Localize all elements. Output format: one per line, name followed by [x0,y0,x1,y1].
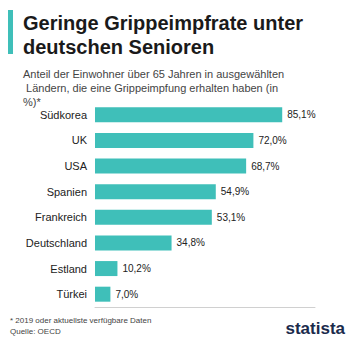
svg-text:Frankreich: Frankreich [35,211,87,223]
svg-text:deutschen Senioren: deutschen Senioren [23,36,214,58]
svg-text:7,0%: 7,0% [115,289,138,300]
svg-text:Deutschland: Deutschland [26,237,87,249]
svg-text:Anteil der Einwohner über 65 J: Anteil der Einwohner über 65 Jahren in a… [23,68,284,80]
svg-text:10,2%: 10,2% [122,263,150,274]
svg-text:34,8%: 34,8% [177,237,205,248]
svg-text:Ländern, die eine Grippeimpfun: Ländern, die eine Grippeimpfung erhalten… [23,82,281,94]
svg-text:%)*: %)* [23,96,41,108]
svg-text:Türkei: Türkei [56,288,87,300]
svg-text:54,9%: 54,9% [221,186,249,197]
svg-text:72,0%: 72,0% [258,135,286,146]
svg-text:* 2019 oder aktuellste verfügb: * 2019 oder aktuellste verfügbare Daten [10,316,151,325]
svg-text:UK: UK [72,134,88,146]
svg-text:53,1%: 53,1% [217,212,245,223]
svg-text:Estland: Estland [50,263,87,275]
svg-text:Spanien: Spanien [47,186,87,198]
svg-text:USA: USA [64,160,87,172]
svg-text:Südkorea: Südkorea [40,109,88,121]
svg-text:statista: statista [285,319,345,338]
svg-text:68,7%: 68,7% [251,161,279,172]
svg-text:85,1%: 85,1% [287,109,315,120]
svg-text:Quelle: OECD: Quelle: OECD [10,327,61,336]
svg-text:Geringe Grippeimpfrate unter: Geringe Grippeimpfrate unter [23,12,309,34]
